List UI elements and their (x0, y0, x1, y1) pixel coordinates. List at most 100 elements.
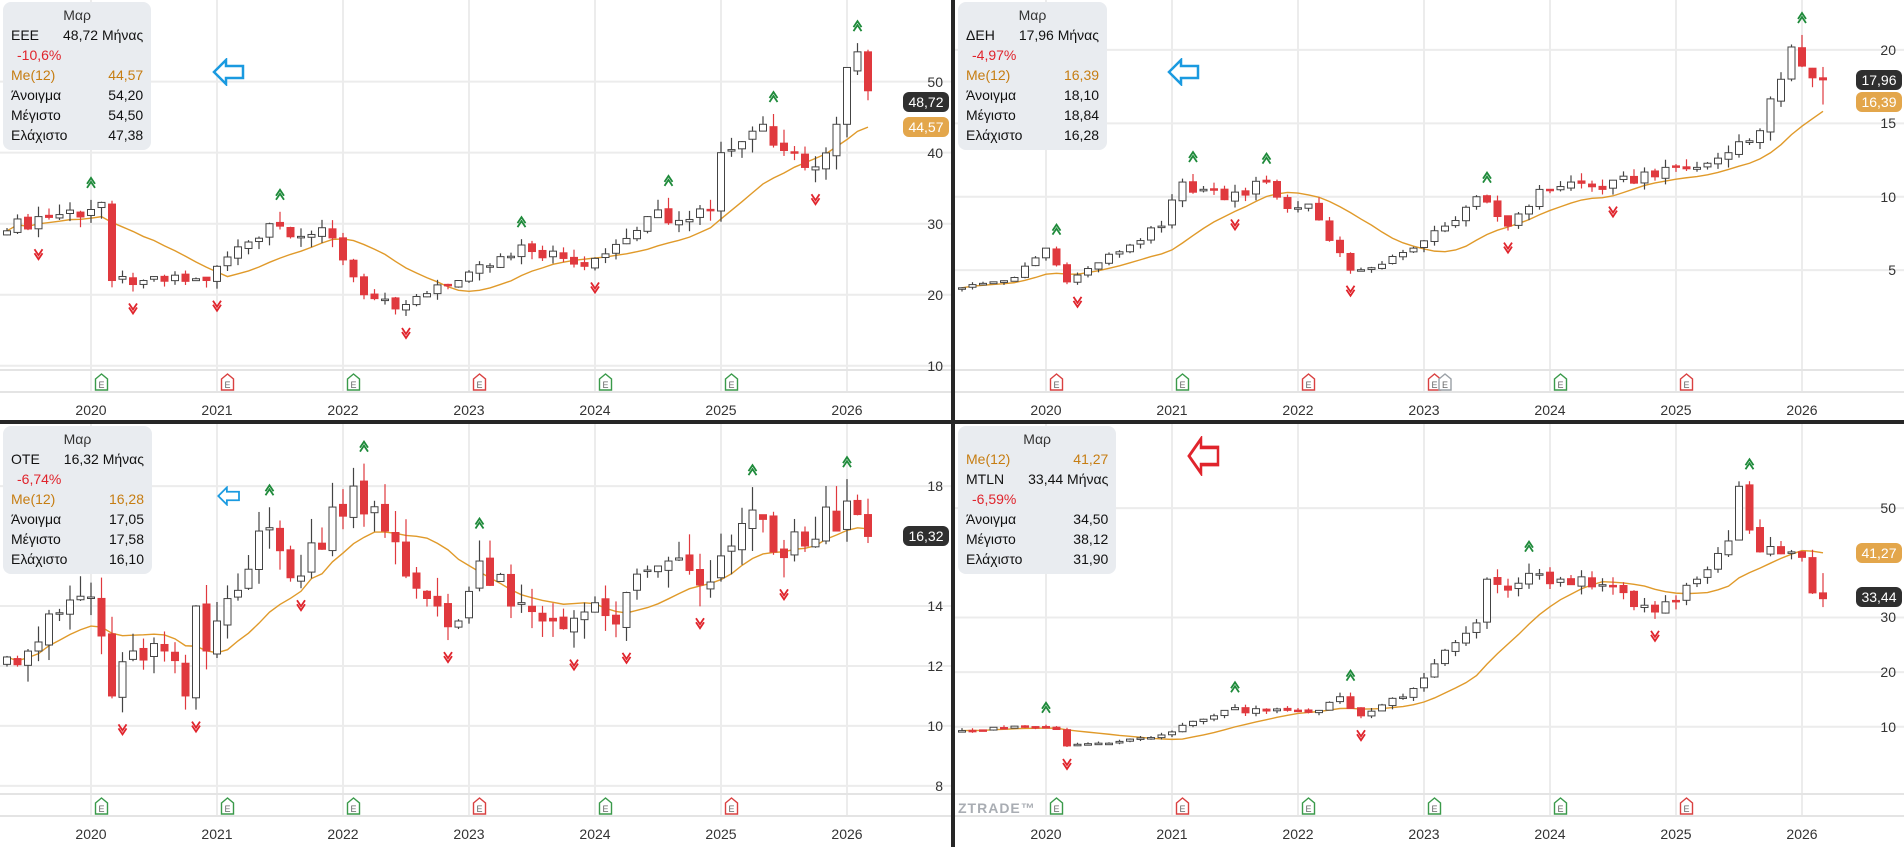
candle[interactable] (811, 516, 820, 548)
candle[interactable] (1430, 225, 1439, 246)
chart-pane-ote[interactable]: E E E E E E 8 10 12 14 18 2020 2021 2022 2023 2024 2025 2… (0, 424, 951, 847)
candle[interactable] (1777, 72, 1785, 107)
candle[interactable] (1388, 254, 1397, 265)
candle[interactable] (1325, 216, 1334, 242)
candle[interactable] (727, 137, 736, 157)
candle[interactable] (223, 585, 232, 639)
candle[interactable] (1031, 256, 1040, 267)
candle[interactable] (612, 239, 620, 260)
candle[interactable] (97, 577, 106, 655)
candle[interactable] (1336, 692, 1344, 704)
candle[interactable] (1556, 576, 1565, 587)
candle[interactable] (696, 553, 704, 607)
candle[interactable] (412, 566, 421, 599)
candle[interactable] (1504, 215, 1512, 231)
candle[interactable] (864, 49, 872, 101)
earnings-marker-icon[interactable]: E (94, 373, 109, 391)
candle[interactable] (1525, 204, 1533, 221)
candle[interactable] (339, 232, 347, 266)
candle[interactable] (1094, 741, 1103, 746)
candle[interactable] (45, 609, 53, 661)
candle[interactable] (34, 626, 43, 662)
candle[interactable] (1304, 708, 1313, 714)
candle[interactable] (507, 564, 515, 619)
candle[interactable] (1672, 595, 1680, 610)
candle[interactable] (968, 282, 977, 290)
candle[interactable] (843, 479, 851, 542)
candle[interactable] (1409, 246, 1418, 253)
candle[interactable] (1441, 648, 1449, 667)
earnings-marker-icon[interactable]: E (1049, 797, 1064, 815)
earnings-marker-icon[interactable]: E (724, 373, 739, 391)
candle[interactable] (213, 265, 221, 289)
candle[interactable] (727, 534, 736, 575)
candle[interactable] (1724, 530, 1733, 557)
candle[interactable] (1241, 187, 1250, 202)
candle[interactable] (1378, 261, 1386, 270)
candle[interactable] (24, 213, 32, 231)
candle[interactable] (87, 199, 95, 223)
candle[interactable] (171, 271, 179, 285)
candle[interactable] (360, 273, 368, 300)
candle[interactable] (1000, 725, 1008, 730)
candle[interactable] (181, 654, 190, 710)
candle[interactable] (979, 729, 987, 732)
candle[interactable] (822, 147, 830, 180)
candle[interactable] (1787, 44, 1796, 82)
candle[interactable] (475, 261, 484, 281)
candle[interactable] (1367, 708, 1376, 719)
candle[interactable] (989, 281, 998, 285)
candle[interactable] (1651, 601, 1659, 619)
candle[interactable] (622, 591, 631, 641)
candle[interactable] (370, 500, 379, 532)
candle[interactable] (1052, 726, 1061, 731)
candle[interactable] (1273, 707, 1281, 714)
candle[interactable] (1336, 236, 1344, 258)
candle[interactable] (528, 588, 536, 629)
candle[interactable] (1661, 595, 1670, 614)
candle[interactable] (1472, 619, 1481, 639)
candle[interactable] (486, 263, 494, 273)
candle[interactable] (643, 565, 652, 578)
candle[interactable] (580, 602, 589, 639)
candle[interactable] (528, 240, 536, 260)
candle[interactable] (1294, 201, 1302, 213)
candle[interactable] (1073, 742, 1082, 747)
candle[interactable] (1430, 659, 1439, 678)
candle[interactable] (286, 545, 295, 582)
candle[interactable] (1367, 266, 1376, 273)
candle[interactable] (1630, 590, 1638, 611)
candle[interactable] (1819, 66, 1827, 105)
candle[interactable] (1315, 709, 1323, 716)
candle[interactable] (601, 585, 610, 631)
candle[interactable] (255, 236, 263, 250)
candle[interactable] (1178, 722, 1187, 733)
candle[interactable] (664, 197, 673, 225)
candle[interactable] (675, 541, 683, 562)
candle[interactable] (1787, 549, 1796, 560)
candle[interactable] (192, 277, 200, 282)
candle[interactable] (591, 257, 599, 271)
candle[interactable] (1262, 708, 1271, 714)
candle[interactable] (1504, 578, 1512, 598)
candle[interactable] (66, 585, 74, 630)
candle[interactable] (1451, 640, 1460, 657)
candle[interactable] (958, 728, 966, 733)
candle[interactable] (664, 556, 673, 588)
candle[interactable] (234, 573, 242, 601)
candle[interactable] (1136, 735, 1145, 742)
candle[interactable] (87, 582, 95, 616)
candle[interactable] (517, 584, 526, 613)
candle[interactable] (1640, 597, 1649, 613)
candle[interactable] (1409, 687, 1418, 701)
candle[interactable] (349, 258, 358, 283)
candle[interactable] (1567, 175, 1575, 191)
candle[interactable] (538, 245, 547, 261)
candle[interactable] (1042, 724, 1050, 729)
candle[interactable] (1241, 704, 1250, 717)
candle[interactable] (223, 251, 232, 272)
candle[interactable] (412, 293, 421, 307)
candle[interactable] (1777, 541, 1785, 555)
candle[interactable] (1388, 697, 1397, 710)
